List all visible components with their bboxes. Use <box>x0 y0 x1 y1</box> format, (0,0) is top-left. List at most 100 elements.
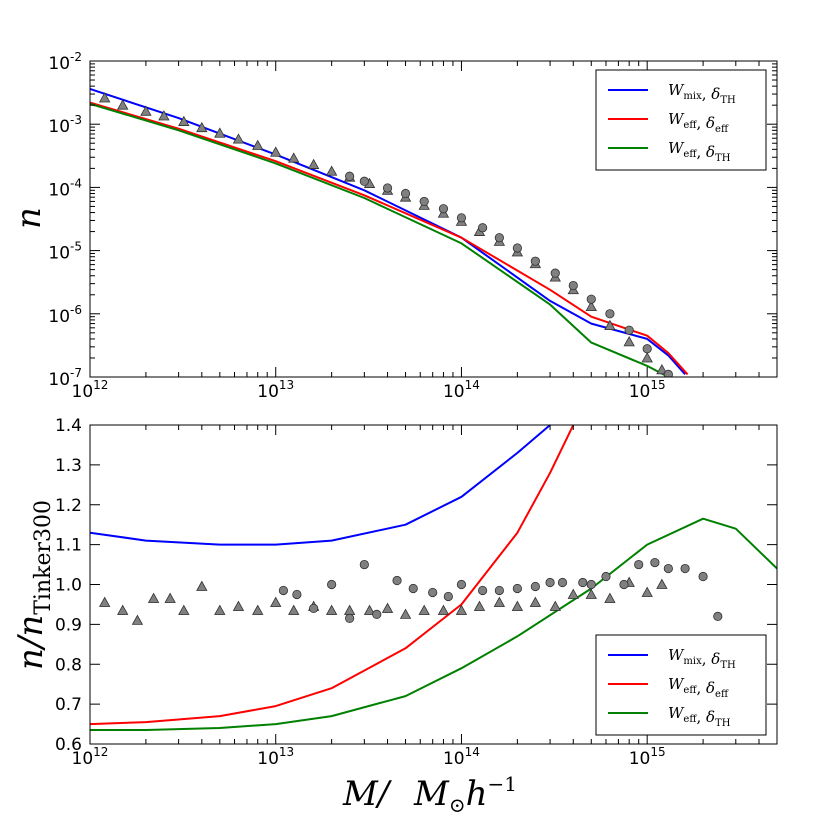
top-triangle-marker <box>158 110 170 121</box>
bottom-triangle-marker <box>325 604 338 615</box>
bottom-circle-marker <box>713 611 723 622</box>
bottom-triangle-marker <box>455 604 468 615</box>
bottom-circle-marker <box>680 563 690 574</box>
bottom-circle-marker <box>634 559 644 570</box>
top-y-tick-label: 10-4 <box>48 176 82 200</box>
top-triangle-marker <box>140 105 152 116</box>
bottom-circle-marker <box>545 577 555 588</box>
bottom-triangle-marker <box>493 596 506 607</box>
bottom-triangle-marker <box>656 578 668 589</box>
bottom-triangle-marker <box>214 604 226 615</box>
bottom-y-tick-label: 0.7 <box>55 695 82 715</box>
top-triangle-marker <box>214 127 226 138</box>
top-triangle-marker <box>307 158 320 169</box>
top-y-tick-label: 10-6 <box>48 303 82 327</box>
bottom-series-line-2 <box>90 425 575 726</box>
top-legend-entry: Wmix, δTH <box>668 81 736 106</box>
top-circle-marker <box>624 325 634 335</box>
top-circle-marker <box>605 309 615 319</box>
bottom-triangle-marker <box>288 604 300 615</box>
bottom-triangle-marker <box>604 592 616 603</box>
top-triangle-marker <box>288 152 300 163</box>
top-circle-marker <box>478 223 488 233</box>
top-circle-marker <box>642 344 652 354</box>
top-x-tick-label: 1014 <box>443 378 480 402</box>
bottom-series-line-3 <box>90 517 777 731</box>
bottom-triangle-marker <box>641 586 653 597</box>
bottom-triangle-marker <box>270 596 282 607</box>
bottom-x-tick-label: 1012 <box>72 745 109 769</box>
bottom-triangle-marker <box>549 600 561 611</box>
bottom-legend-entry: Weff, δeff <box>668 675 729 700</box>
bottom-triangle-marker <box>529 596 542 607</box>
top-series-line-1 <box>90 88 686 376</box>
bottom-circle-marker <box>309 603 319 614</box>
bottom-x-tick-label: 1014 <box>443 745 480 769</box>
top-y-tick-label: 10-2 <box>48 50 82 74</box>
top-series-line-2 <box>90 101 689 376</box>
top-y-tick-label: 10-3 <box>48 113 82 137</box>
bottom-triangle-marker <box>399 608 412 619</box>
top-circle-marker <box>438 204 449 214</box>
top-y-tick-label: 10-5 <box>48 240 82 264</box>
bottom-circle-marker <box>478 585 488 596</box>
top-axes-frame <box>89 60 778 378</box>
bottom-panel: 1012 1013 1014 1015 0.6 0.7 0.8 0.9 1.0 1.1 1.2 1.3… <box>11 416 778 817</box>
bottom-triangle-marker <box>252 604 264 615</box>
x-axis-label: M/ M⊙h−1 <box>342 772 517 817</box>
bottom-circle-marker <box>443 591 453 602</box>
top-triangle-marker <box>623 336 635 347</box>
top-circle-marker <box>550 268 560 278</box>
top-circle-marker <box>419 196 429 207</box>
top-triangle-marker <box>99 92 111 103</box>
bottom-circle-marker <box>327 579 337 590</box>
top-circle-marker <box>568 280 578 291</box>
bottom-circle-marker <box>586 579 596 590</box>
top-y-tick-label: 10-7 <box>48 366 82 390</box>
top-triangle-marker <box>641 352 653 363</box>
bottom-circle-marker <box>372 609 382 620</box>
top-triangle-marker <box>656 363 668 375</box>
top-clipped-marks <box>90 88 689 377</box>
top-legend: Wmix, δTH Weff, δeff Weff, δTH <box>595 69 767 171</box>
bottom-legend-entry: Wmix, δTH <box>668 646 736 671</box>
top-legend-entry: Weff, δeff <box>668 110 729 135</box>
top-x-tick-label: 1012 <box>72 378 109 402</box>
bottom-circle-marker <box>428 587 438 598</box>
bottom-circle-marker <box>278 585 289 596</box>
bottom-x-tick-label: 1015 <box>629 745 666 769</box>
top-triangle-marker <box>196 121 208 133</box>
bottom-circle-marker <box>650 557 660 568</box>
bottom-triangle-marker <box>178 604 190 615</box>
bottom-clipped-marks <box>90 425 777 731</box>
bottom-triangle-marker <box>567 588 579 599</box>
top-circle-marker <box>512 243 522 253</box>
bottom-circle-marker <box>557 577 568 588</box>
bottom-y-tick-label: 1.1 <box>55 536 82 556</box>
top-circle-marker <box>663 369 673 377</box>
top-triangle-marker <box>252 139 264 150</box>
bottom-y-tick-label: 0.6 <box>55 735 82 755</box>
bottom-circle-marker <box>292 589 302 600</box>
bottom-circle-marker <box>494 585 504 596</box>
bottom-circle-marker <box>663 563 673 574</box>
bottom-triangle-marker <box>585 588 597 599</box>
bottom-y-tick-label: 0.9 <box>55 615 82 635</box>
bottom-legend-entry: Weff, δTH <box>668 704 731 729</box>
bottom-triangle-marker <box>473 600 486 611</box>
top-triangle-marker <box>325 165 338 176</box>
top-triangle-marker <box>585 300 597 311</box>
bottom-plot-content <box>90 425 777 731</box>
bottom-circle-marker <box>619 579 629 590</box>
bottom-triangle-marker <box>437 604 450 615</box>
bottom-circle-marker <box>456 579 467 590</box>
bottom-triangle-marker <box>117 604 129 615</box>
bottom-legend: Wmix, δTH Weff, δeff Weff, δTH <box>595 634 767 736</box>
top-series-line-3 <box>90 102 669 377</box>
top-panel: 1012 1013 1014 1015 10-7 10-6 10-5 10-4 10-3 10-2… <box>9 50 778 402</box>
bottom-triangle-marker <box>418 604 430 615</box>
top-ticks: 1012 1013 1014 1015 10-7 10-6 10-5 10-4 10-3 10-2 <box>48 50 778 402</box>
bottom-triangle-marker <box>131 614 144 625</box>
bottom-circle-marker <box>359 559 369 570</box>
